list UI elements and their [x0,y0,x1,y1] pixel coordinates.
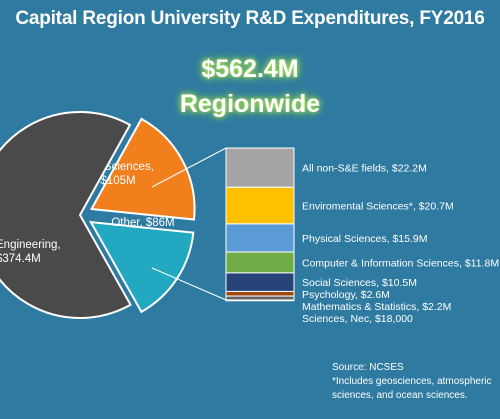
pie-label-line: $374.4M [0,253,41,265]
bar-segment-social-sciences [225,272,295,292]
pie-label-line: $105M [100,175,135,187]
pie-label-engineering: Engineering, $374.4M [0,239,61,265]
bar-label-sciences-nec: Sciences, Nec, $18,000 [302,313,413,325]
footnote-line: *Includes geosciences, atmospheric [332,376,492,387]
bar-segment-sciences-nec [225,299,295,302]
bar-label-social-sciences: Social Sciences, $10.5M [302,277,417,289]
total-amount: $562.4M [201,55,299,83]
pie-label-line: Other, $86M [111,217,174,229]
bar-segment-mathematics-statistics [225,295,295,301]
footnote-line: sciences, and ocean sciences. [332,390,468,401]
bar-label-mathematics-statistics: Mathematics & Statistics, $2.2M [302,301,451,313]
pie-slice-engineering [0,111,132,319]
bar-segment-computer-information-sciences [225,251,295,274]
bar-label-psychology: Psychology, $2.6M [302,289,390,301]
connector-line-bottom [151,267,227,301]
bar-segment-all-non-s-e-fields [225,147,295,188]
chart-title: Capital Region University R&D Expenditur… [15,8,485,29]
bar-segment-enviromental-sciences [225,186,295,225]
total-label: Regionwide [179,90,321,118]
bar-label-all-non-s-e-fields: All non-S&E fields, $22.2M [302,163,427,175]
connector-line-top [151,147,227,188]
pie-label-other: Other, $86M [111,217,174,229]
source-line: Source: NCSES [332,362,404,373]
pie-label-line: Engineering, [0,239,61,251]
bar-label-physical-sciences: Physical Sciences, $15.9M [302,233,427,245]
bar-label-computer-information-sciences: Computer & Information Sciences, $11.8M [302,257,499,269]
bar-label-enviromental-sciences: Enviromental Sciences*, $20.7M [302,201,454,213]
pie-slice-life-sciences [89,117,196,221]
bar-segment-physical-sciences [225,223,295,253]
source-note: Source: NCSES *Includes geosciences, atmo… [332,361,492,403]
bar-segment-psychology [225,290,295,297]
